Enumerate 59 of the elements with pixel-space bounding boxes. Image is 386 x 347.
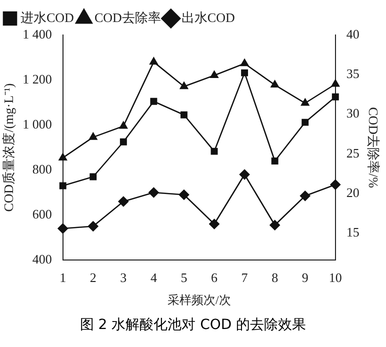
point (270, 220, 280, 230)
point (118, 196, 129, 207)
caption: 图 2 水解酸化池对 COD 的去除效果 (78, 316, 308, 334)
point (301, 98, 310, 106)
y2-tick-label: 15 (346, 224, 360, 240)
legend-label: 进水COD (20, 10, 74, 25)
point (88, 221, 98, 232)
point (330, 179, 341, 190)
x-tick-label: 10 (328, 270, 342, 286)
point (210, 148, 218, 155)
y-tick-label: 600 (32, 206, 52, 222)
point (331, 79, 340, 87)
x-tick-label: 3 (120, 270, 127, 286)
y2-tick-label: 25 (346, 145, 360, 160)
y2-tick-label: 40 (346, 26, 360, 42)
point (332, 93, 339, 100)
x-tick-label: 7 (241, 270, 248, 286)
point (58, 223, 68, 234)
y2-tick-label: 20 (346, 184, 360, 200)
point (180, 82, 188, 90)
y-axis-title: COD质量浓度/(mg·L⁻¹) (1, 83, 16, 212)
point (209, 218, 220, 230)
point (89, 132, 98, 140)
legend-label: 出水COD (181, 10, 235, 25)
point (180, 111, 188, 118)
point (300, 190, 310, 202)
point (240, 58, 249, 66)
y-tick-label: 800 (32, 161, 52, 176)
y-tick-label: 1 400 (22, 26, 52, 42)
point (150, 98, 158, 105)
point (239, 169, 250, 180)
x-tick-label: 8 (272, 270, 278, 286)
y-tick-label: 1 200 (22, 71, 52, 86)
point (120, 138, 127, 146)
y-tick-label: 1 000 (22, 116, 52, 132)
y-tick-label: 400 (32, 251, 52, 266)
point (271, 158, 278, 164)
point (210, 70, 218, 78)
point (148, 187, 159, 198)
point (270, 80, 279, 88)
x-axis-title: 采样频次/次 (167, 292, 231, 307)
y2-tick-label: 35 (346, 66, 360, 82)
x-tick-label: 5 (180, 270, 188, 286)
point (90, 173, 97, 180)
x-tick-label: 2 (90, 270, 96, 286)
point (178, 190, 190, 200)
point (150, 57, 158, 65)
point (59, 182, 66, 190)
x-tick-label: 1 (60, 270, 66, 286)
legend-label: COD去除率 (94, 10, 161, 25)
x-tick-label: 9 (302, 270, 308, 286)
point (119, 121, 128, 129)
point (241, 69, 248, 76)
x-tick-label: 4 (150, 270, 158, 286)
x-tick-label: 6 (211, 270, 218, 286)
y2-tick-label: 30 (346, 106, 360, 121)
point (302, 118, 309, 126)
y2-axis-title: COD去除率/% (366, 107, 381, 188)
point (58, 153, 67, 160)
